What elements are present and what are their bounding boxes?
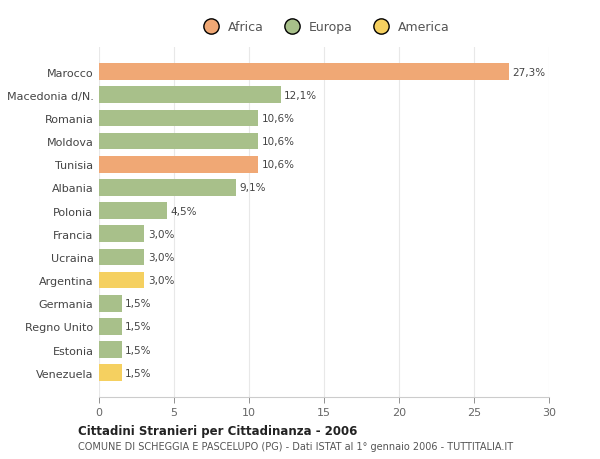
Text: 3,0%: 3,0% [148,229,174,239]
Text: 27,3%: 27,3% [512,67,545,78]
Bar [99,64,509,81]
Text: 10,6%: 10,6% [262,114,295,123]
Text: 9,1%: 9,1% [239,183,266,193]
Bar [99,249,144,266]
Bar [99,157,258,173]
Bar [99,110,258,127]
Text: 1,5%: 1,5% [125,322,152,331]
Legend: Africa, Europa, America: Africa, Europa, America [193,16,455,39]
Text: 1,5%: 1,5% [125,298,152,308]
Bar [99,226,144,242]
Bar [99,87,281,104]
Bar [99,295,121,312]
Text: 3,0%: 3,0% [148,252,174,262]
Text: 1,5%: 1,5% [125,368,152,378]
Bar [99,364,121,381]
Text: 1,5%: 1,5% [125,345,152,355]
Text: Cittadini Stranieri per Cittadinanza - 2006: Cittadini Stranieri per Cittadinanza - 2… [78,424,358,437]
Text: COMUNE DI SCHEGGIA E PASCELUPO (PG) - Dati ISTAT al 1° gennaio 2006 - TUTTITALIA: COMUNE DI SCHEGGIA E PASCELUPO (PG) - Da… [78,441,513,451]
Bar [99,179,235,196]
Bar [99,272,144,289]
Bar [99,341,121,358]
Text: 10,6%: 10,6% [262,160,295,170]
Text: 12,1%: 12,1% [284,90,317,101]
Bar [99,203,167,219]
Bar [99,318,121,335]
Text: 3,0%: 3,0% [148,275,174,285]
Text: 4,5%: 4,5% [170,206,197,216]
Bar [99,134,258,150]
Text: 10,6%: 10,6% [262,137,295,147]
